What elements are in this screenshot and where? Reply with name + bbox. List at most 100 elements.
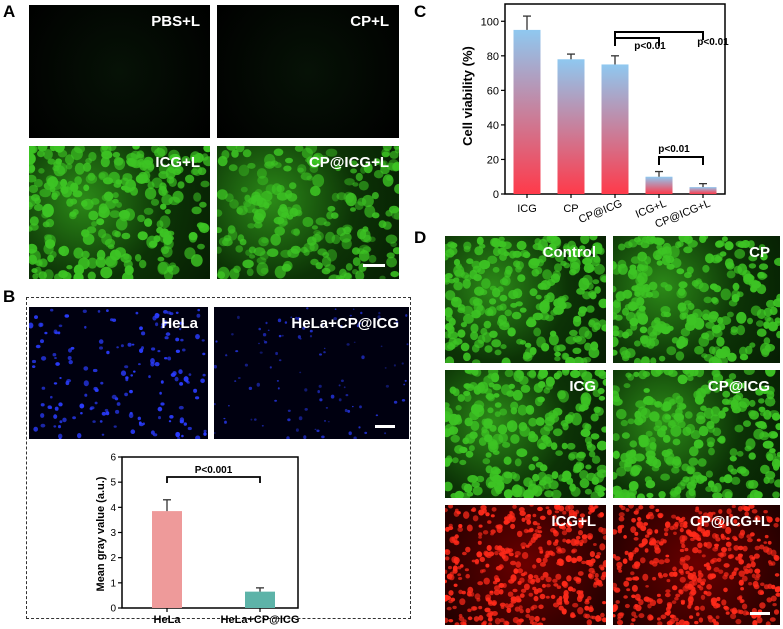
cell [454, 540, 459, 544]
cell [726, 537, 730, 540]
cell [590, 558, 596, 564]
cell [555, 505, 561, 510]
cell [528, 574, 534, 580]
cell [753, 553, 760, 559]
cell [448, 619, 454, 623]
cell [688, 565, 694, 572]
cell [677, 420, 686, 429]
cell [388, 159, 399, 172]
cell [613, 450, 620, 459]
cell [124, 365, 129, 369]
cell [534, 238, 542, 246]
cell [652, 576, 657, 581]
cell [524, 342, 532, 348]
cell [580, 236, 590, 245]
cell [577, 462, 585, 470]
cell [53, 425, 57, 428]
cell [618, 612, 625, 617]
micrograph-label: CP@ICG+L [308, 154, 389, 171]
cell [707, 517, 715, 522]
cell [34, 315, 38, 319]
cell [53, 382, 58, 385]
cell [565, 539, 571, 544]
cell [726, 311, 734, 318]
cell [618, 243, 626, 251]
cell [572, 602, 579, 608]
cell [616, 619, 624, 625]
cell [373, 158, 381, 165]
cell [181, 434, 184, 438]
cell [392, 247, 399, 255]
cell [575, 535, 581, 540]
cell [303, 435, 307, 439]
cell [520, 542, 527, 548]
cell [695, 415, 706, 425]
cell [532, 513, 537, 518]
cell [566, 442, 576, 450]
cell [124, 392, 128, 397]
cell [482, 530, 489, 535]
cell [644, 534, 650, 538]
cell [510, 434, 520, 444]
cell [679, 548, 685, 553]
cell [160, 402, 165, 406]
cell [678, 403, 687, 410]
cell [405, 314, 408, 317]
cell [508, 289, 519, 300]
cell [528, 615, 535, 622]
cell [642, 573, 649, 581]
cell [485, 563, 490, 568]
cell [697, 458, 707, 467]
cell [613, 385, 620, 394]
cell [747, 240, 755, 249]
cell [602, 535, 606, 540]
cell [546, 509, 552, 516]
cell [37, 146, 48, 152]
cell [290, 228, 300, 236]
cell [457, 527, 463, 532]
cell [585, 255, 593, 262]
cell [237, 377, 241, 379]
cell [766, 386, 775, 395]
cell [243, 200, 256, 214]
cell [705, 591, 712, 597]
cell [647, 614, 653, 621]
cell [452, 457, 459, 464]
cell [553, 345, 561, 353]
cell [667, 610, 672, 614]
cell [538, 604, 544, 610]
cell [578, 522, 584, 529]
cell [654, 547, 661, 554]
cell [297, 317, 301, 321]
cell [311, 225, 318, 230]
cell [758, 244, 766, 251]
bar [245, 591, 275, 608]
cell [591, 455, 601, 464]
cell [726, 262, 735, 270]
x-tick-label: CP@ICG [577, 198, 624, 226]
cell [690, 574, 698, 582]
cell-field [214, 307, 409, 439]
cell [775, 423, 780, 431]
cell [557, 558, 564, 564]
cell [670, 425, 682, 437]
cell [554, 351, 561, 357]
cell [384, 432, 387, 435]
cell [454, 622, 460, 625]
cell [448, 574, 455, 581]
cell [679, 576, 686, 583]
cell [760, 582, 765, 587]
cell [277, 387, 280, 390]
cell [214, 403, 216, 406]
cell [146, 235, 158, 249]
cell [594, 577, 599, 582]
cell [545, 553, 550, 558]
cell [457, 566, 462, 570]
cell [720, 316, 732, 325]
cell [304, 388, 308, 392]
micrograph-cp-l: CP+L [217, 5, 399, 138]
cell [98, 228, 107, 239]
cell [647, 531, 652, 535]
cell [59, 420, 63, 424]
cell [545, 383, 554, 390]
